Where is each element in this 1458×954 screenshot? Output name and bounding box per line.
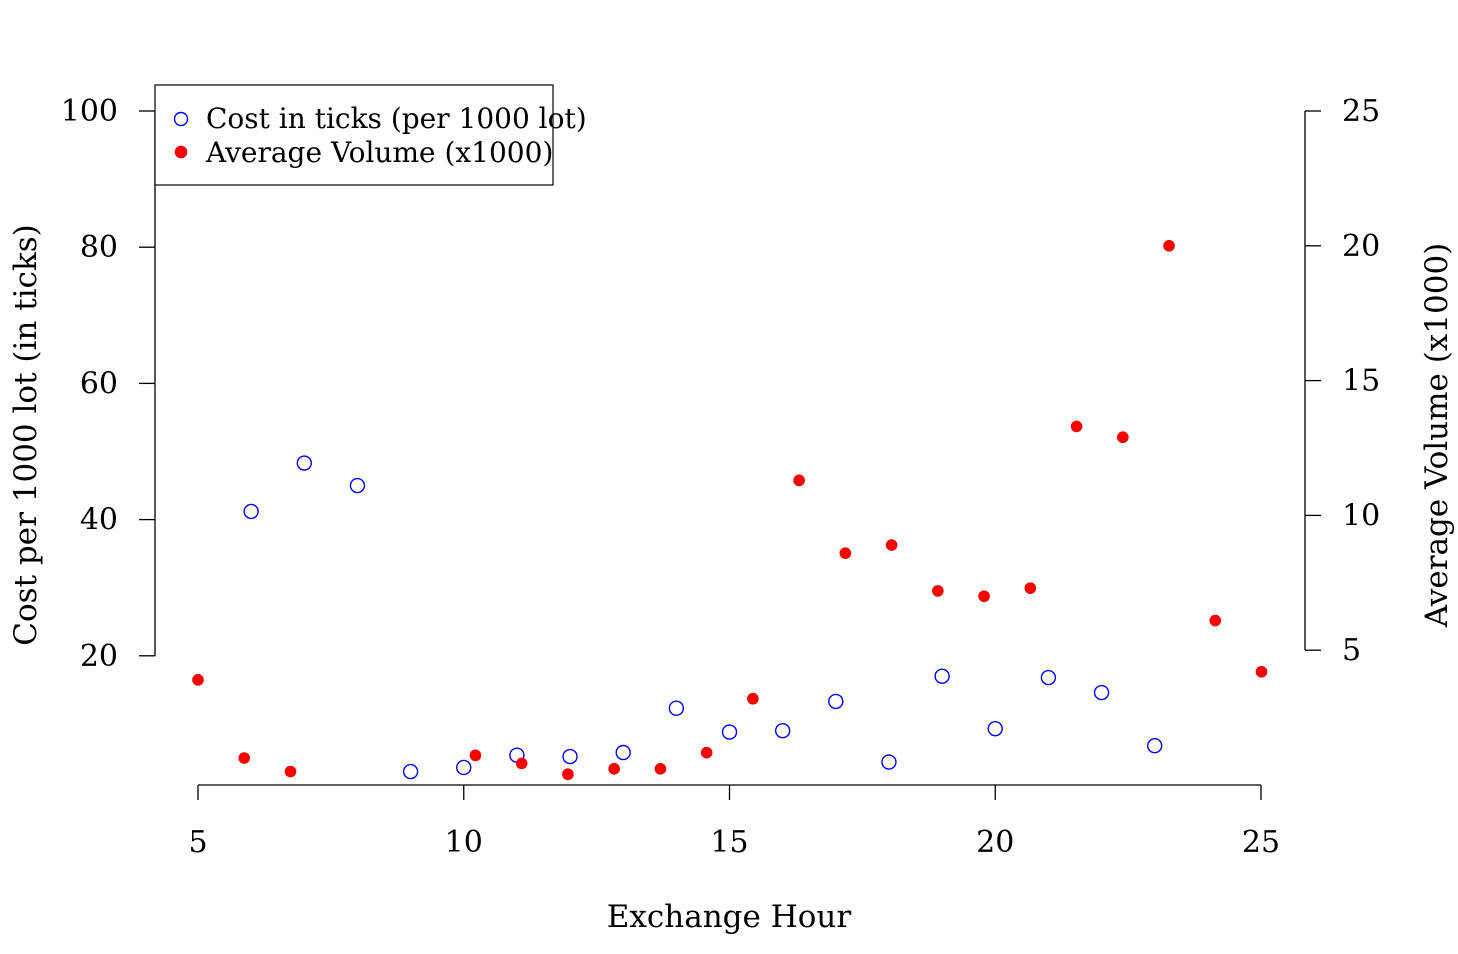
volume-point <box>1117 431 1129 444</box>
volume-point <box>608 763 620 775</box>
legend-label-cost: Cost in ticks (per 1000 lot) <box>206 102 587 135</box>
x-tick-label: 20 <box>976 825 1014 860</box>
y-tick-label: 100 <box>61 94 118 129</box>
x-tick-label: 15 <box>710 825 748 860</box>
cost-point <box>1093 684 1110 701</box>
volume-point <box>1255 665 1268 678</box>
y-tick-label: 80 <box>80 230 118 265</box>
cost-point <box>1040 669 1057 686</box>
volume-point <box>1163 240 1175 252</box>
volume-point <box>839 547 852 559</box>
cost-point <box>243 503 259 520</box>
volume-point <box>562 768 574 781</box>
volume-point <box>932 585 944 597</box>
cost-point <box>828 693 844 710</box>
y2-axis-title: Average Volume (x1000) <box>1419 243 1455 629</box>
cost-point <box>881 754 897 770</box>
cost-point <box>774 723 791 739</box>
cost-point <box>934 668 950 684</box>
volume-point <box>238 752 251 764</box>
volume-point <box>1024 582 1037 594</box>
volume-point <box>1209 614 1222 627</box>
cost-point <box>721 724 738 740</box>
cost-point <box>1146 737 1163 754</box>
x-tick-label: 5 <box>188 825 207 860</box>
legend-box <box>154 84 554 186</box>
cost-point <box>349 477 366 494</box>
y2-tick-label: 20 <box>1342 229 1380 264</box>
y-tick-label: 20 <box>80 639 118 674</box>
volume-point <box>469 749 482 762</box>
x-tick-label: 10 <box>445 825 483 860</box>
y2-tick-label: 5 <box>1342 633 1361 668</box>
y2-ticks: 5 10 15 20 25 <box>1305 94 1380 668</box>
legend-marker-cost <box>173 111 189 127</box>
legend-marker-volume <box>174 145 188 159</box>
x-tick-label: 25 <box>1242 825 1280 860</box>
volume-point <box>747 692 759 705</box>
y-tick-label: 40 <box>80 503 118 538</box>
cost-point <box>562 748 578 765</box>
cost-point <box>456 759 472 776</box>
cost-point <box>615 744 631 761</box>
cost-point <box>987 720 1003 737</box>
x-ticks: 5 10 15 20 25 <box>188 785 1280 860</box>
y2-tick-label: 25 <box>1342 94 1380 129</box>
cost-point <box>668 700 685 716</box>
legend: Cost in ticks (per 1000 lot) Average Vol… <box>154 84 587 186</box>
volume-point <box>192 674 204 686</box>
cost-point <box>296 455 312 471</box>
volume-point <box>1070 420 1083 433</box>
volume-point <box>515 757 528 770</box>
y-tick-label: 60 <box>80 366 118 401</box>
y2-tick-label: 15 <box>1342 364 1380 399</box>
data-points <box>192 240 1268 781</box>
y2-tick-label: 10 <box>1342 498 1380 533</box>
legend-label-volume: Average Volume (x1000) <box>205 136 553 169</box>
y-ticks: 20 40 60 80 100 <box>61 94 155 674</box>
volume-point <box>654 763 667 775</box>
cost-point <box>402 763 419 780</box>
x-axis-title: Exchange Hour <box>607 899 852 935</box>
y-axis-title: Cost per 1000 lot (in ticks) <box>8 224 44 645</box>
volume-point <box>978 590 990 603</box>
volume-point <box>284 765 297 778</box>
volume-point <box>700 746 713 759</box>
volume-point <box>793 474 805 487</box>
volume-point <box>885 539 898 551</box>
